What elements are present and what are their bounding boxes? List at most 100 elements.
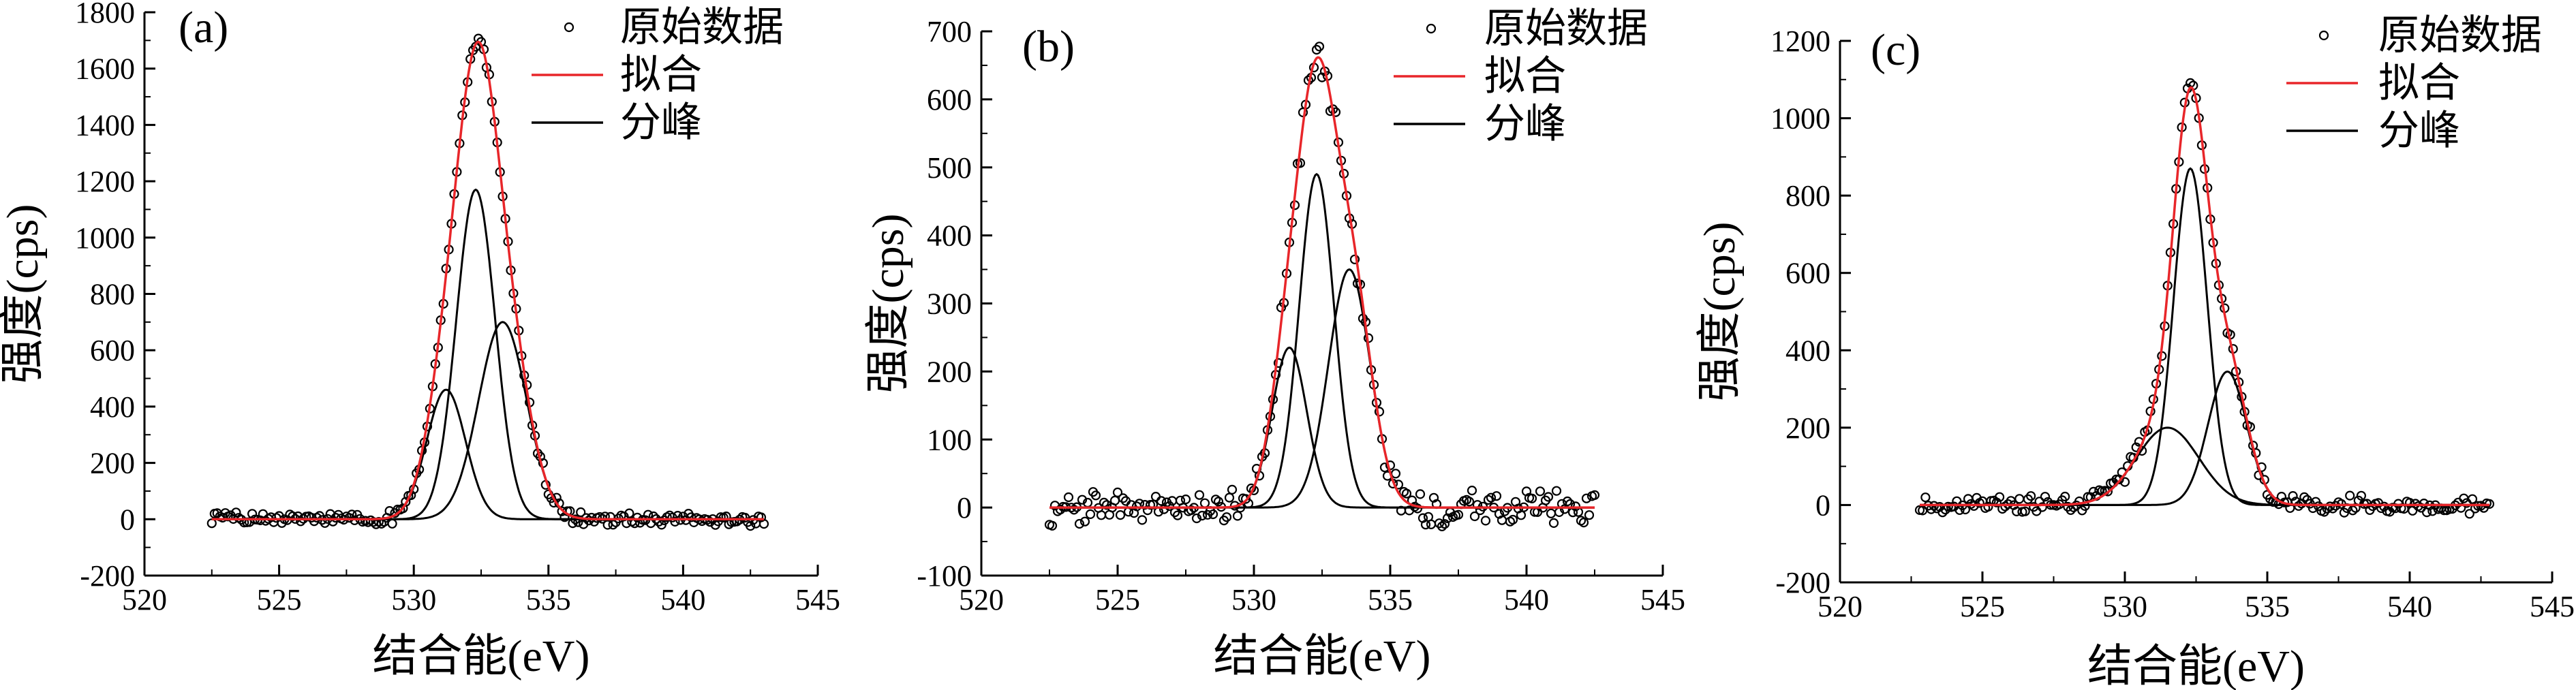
component-peak-3 [211, 321, 764, 520]
raw-data-point [1118, 493, 1129, 503]
legend-fit-label: 拟合 [2378, 61, 2460, 106]
raw-data-point [1199, 498, 1210, 508]
raw-data-point [1213, 497, 1224, 507]
raw-data-point [1232, 511, 1243, 521]
y-tick-label: -100 [917, 559, 972, 593]
raw-data-point [1584, 510, 1595, 520]
x-tick-label: 545 [795, 583, 840, 616]
component-peak-2 [1920, 167, 2489, 506]
x-tick-label: 535 [1368, 583, 1413, 616]
raw-data-point [1314, 42, 1325, 52]
raw-data-point [1180, 494, 1191, 505]
raw-data-point [2119, 477, 2130, 487]
legend-fit-label: 拟合 [620, 52, 702, 97]
y-tick-label: 600 [927, 83, 972, 116]
raw-data-point [1101, 500, 1112, 510]
y-tick-label: 800 [1785, 179, 1830, 213]
chart-panel-b: 520 525 530 535 540 545 -100 0 100 200 300 400 500 60… [863, 6, 1685, 681]
raw-data-point [1109, 495, 1120, 506]
x-tick-label: 530 [2102, 590, 2147, 623]
raw-data-point [1535, 486, 1546, 497]
raw-data-point [1077, 495, 1088, 505]
raw-data-point [1581, 493, 1592, 503]
raw-data-point [1442, 513, 1453, 524]
raw-data-point [2014, 494, 2025, 504]
legend-raw-label: 原始数据 [1484, 6, 1648, 51]
x-tick-label: 535 [2245, 590, 2290, 623]
raw-data-point [2456, 503, 2466, 513]
raw-data-point [1589, 490, 1600, 500]
x-axis-title: 结合能(eV) [2087, 642, 2305, 690]
raw-data-point [387, 518, 397, 529]
raw-data-point [2419, 498, 2429, 509]
y-tick-label: 1600 [75, 52, 135, 86]
x-tick-label: 540 [660, 583, 705, 616]
raw-data-point [746, 520, 756, 531]
raw-data-point [1330, 107, 1341, 117]
raw-data-point [1543, 492, 1554, 502]
raw-data-point [2037, 502, 2047, 512]
raw-data-point [1464, 497, 1475, 507]
chart-panel-a: 520 525 530 535 540 545 -200 0 200 400 600 800 1000 1… [0, 0, 840, 681]
raw-data-point [1991, 497, 2002, 507]
raw-data-point [608, 520, 618, 530]
legend-peaks-label: 分峰 [1484, 101, 1566, 146]
y-tick-label: 200 [90, 447, 135, 480]
raw-data-point [1483, 495, 1494, 505]
legend-peaks-label: 分峰 [620, 100, 702, 145]
raw-data-points [1044, 42, 1600, 531]
raw-data-point [1142, 505, 1153, 516]
raw-data-point [1578, 517, 1589, 528]
raw-data-point [1439, 519, 1450, 529]
raw-data-point [1227, 484, 1238, 495]
x-tick-label: 520 [122, 583, 167, 616]
y-tick-label: 1000 [75, 221, 135, 255]
y-tick-label: 1000 [1770, 102, 1830, 136]
y-tick-label: 300 [927, 287, 972, 321]
component-peak-1 [211, 388, 764, 520]
raw-data-point [1390, 469, 1401, 479]
raw-data-point [1453, 509, 1464, 520]
raw-data-point [1412, 503, 1423, 514]
raw-data-point [1983, 501, 1993, 512]
legend-raw-marker [564, 22, 574, 33]
legend-peaks-label: 分峰 [2378, 108, 2460, 153]
raw-data-point [670, 516, 680, 527]
y-tick-label: -200 [80, 559, 135, 593]
raw-data-point [2040, 492, 2051, 502]
legend-fit-label: 拟合 [1484, 54, 1566, 99]
raw-data-point [1480, 516, 1491, 526]
raw-data-point [1562, 496, 1573, 507]
x-tick-label: 530 [391, 583, 436, 616]
raw-data-point [1164, 501, 1175, 512]
raw-data-point [2102, 486, 2113, 497]
raw-data-point [1426, 519, 1437, 529]
raw-data-point [1415, 489, 1426, 499]
raw-data-point [1191, 513, 1202, 524]
raw-data-point [1074, 518, 1085, 529]
y-tick-label: 0 [957, 491, 972, 524]
legend-raw-marker [2318, 30, 2329, 41]
raw-data-point [1548, 518, 1559, 529]
y-tick-label: 100 [927, 423, 972, 456]
raw-data-point [1079, 516, 1090, 527]
x-tick-label: 520 [959, 583, 1004, 616]
y-axis-title: 强度(cps) [1695, 222, 1745, 402]
fit-curve [1049, 56, 1595, 509]
raw-data-point [1112, 487, 1123, 498]
raw-data-point [1467, 485, 1477, 496]
raw-data-point [1096, 510, 1107, 520]
raw-data-point [2020, 506, 2030, 516]
raw-data-point [1472, 500, 1483, 510]
component-peak-3 [1920, 370, 2489, 506]
y-tick-label: 1200 [1770, 25, 1830, 58]
raw-data-point [1224, 492, 1235, 503]
fit-curve [211, 40, 764, 521]
y-tick-label: 500 [927, 151, 972, 185]
raw-data-point [2299, 492, 2310, 503]
x-tick-label: 530 [1231, 583, 1276, 616]
y-tick-label: 200 [927, 355, 972, 388]
